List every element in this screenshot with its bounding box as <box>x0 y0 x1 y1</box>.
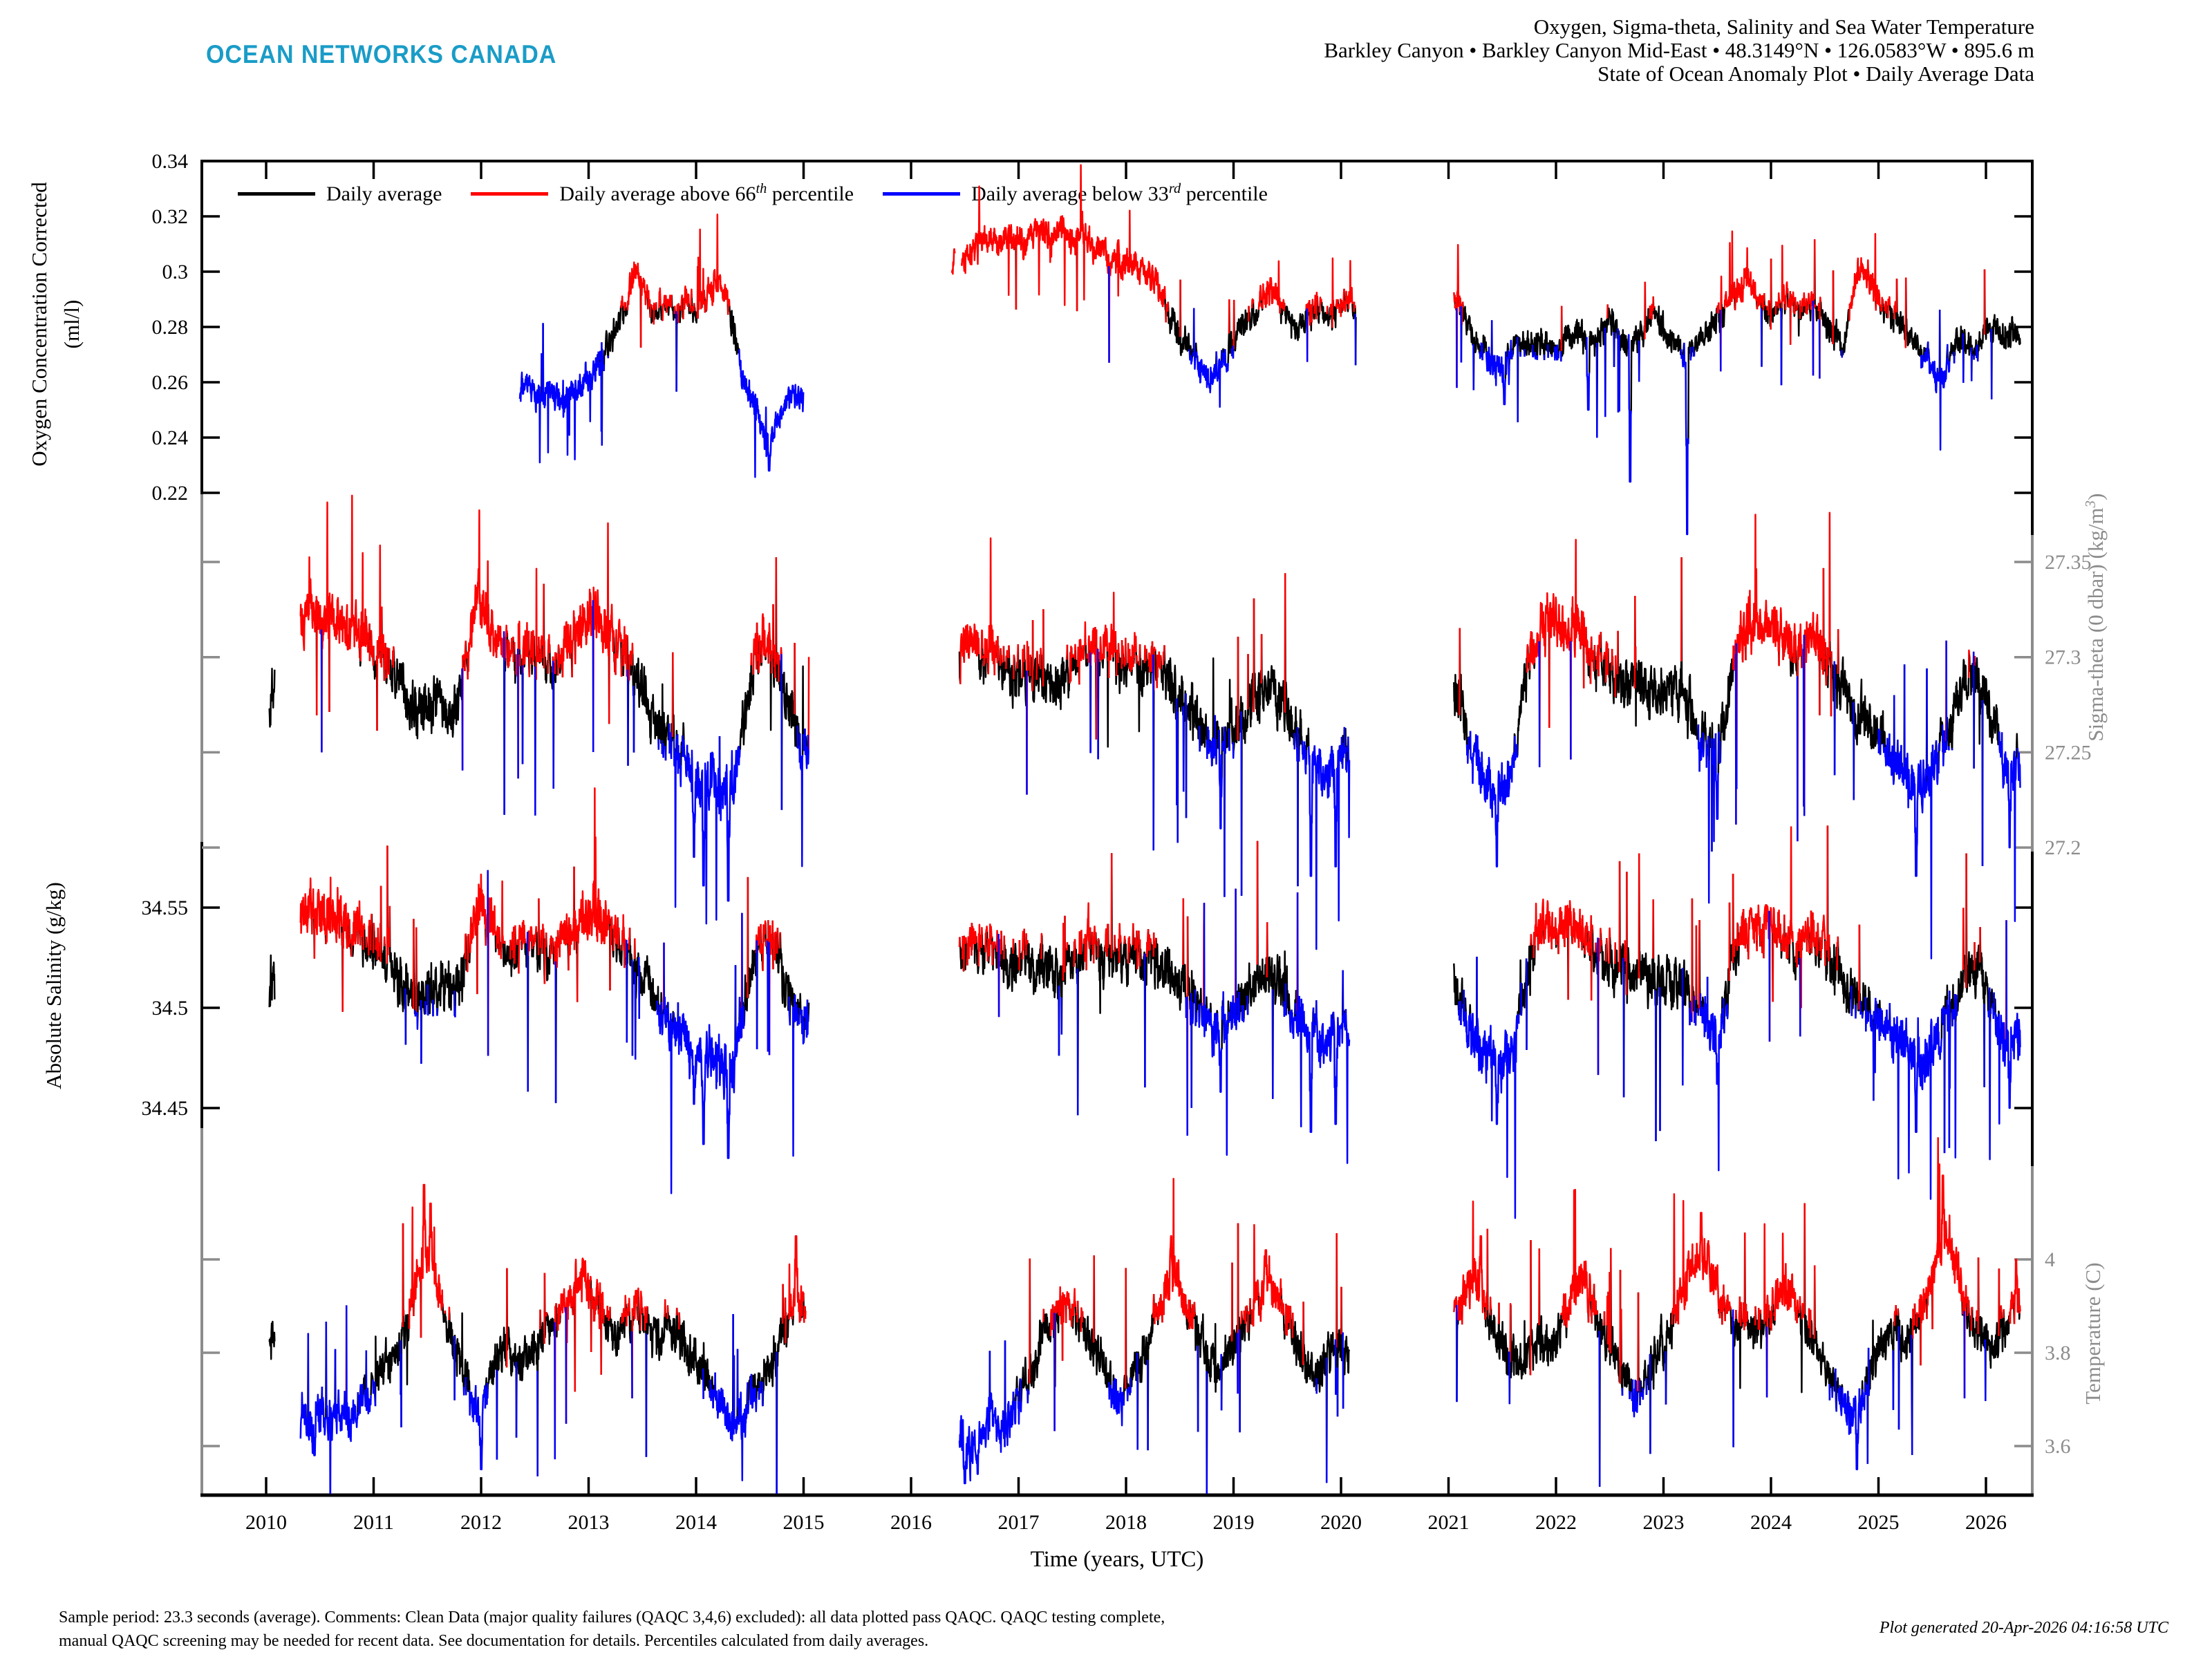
series-temperature-red <box>345 1137 2021 1460</box>
ocean-networks-canada-logo: OCEAN NETWORKS CANADA <box>206 40 557 68</box>
legend-line-red <box>471 191 549 196</box>
y-tick-label-temperature: 3.6 <box>2045 1435 2071 1458</box>
sigma-theta-axis-label: Sigma-theta (0 dbar) (kg/m3) <box>2081 493 2108 742</box>
y-tick-label-oxygen: 0.3 <box>162 261 189 283</box>
x-tick-label: 2020 <box>1320 1511 1362 1534</box>
y-tick-label-salinity: 34.55 <box>142 897 189 919</box>
legend-item-below-33rd: Daily average below 33rd percentile <box>883 181 1268 206</box>
footer-line-2: manual QAQC screening may be needed for … <box>59 1632 929 1650</box>
series-oxygen-blue <box>518 265 1993 536</box>
legend-label-daily-average: Daily average <box>326 182 442 205</box>
oxygen-axis-unit-label: (ml/l) <box>59 299 84 349</box>
legend-item-daily-average: Daily average <box>238 181 442 206</box>
x-tick-label: 2011 <box>353 1511 394 1534</box>
y-tick-label-sigma: 27.3 <box>2045 646 2081 669</box>
x-tick-label: 2022 <box>1535 1511 1577 1534</box>
y-tick-label-oxygen: 0.34 <box>152 150 189 173</box>
legend-line-blue <box>883 191 961 196</box>
y-tick-label-oxygen: 0.32 <box>152 205 189 228</box>
x-tick-label: 2024 <box>1750 1511 1792 1534</box>
y-tick-label-salinity: 34.5 <box>152 997 189 1020</box>
title-line-3: State of Ocean Anomaly Plot • Daily Aver… <box>1597 62 2034 86</box>
y-tick-label-sigma: 27.35 <box>2045 551 2092 574</box>
x-tick-label: 2017 <box>998 1511 1040 1534</box>
x-tick-label: 2010 <box>245 1511 287 1534</box>
x-tick-label: 2013 <box>568 1511 610 1534</box>
legend: Daily average Daily average above 66th p… <box>238 181 1297 206</box>
y-tick-label-oxygen: 0.28 <box>152 316 189 339</box>
x-tick-label: 2023 <box>1643 1511 1685 1534</box>
plot-title: Oxygen, Sigma-theta, Salinity and Sea Wa… <box>1324 15 2034 86</box>
y-tick-label-sigma: 27.25 <box>2045 741 2092 764</box>
legend-line-black <box>238 191 315 196</box>
x-tick-label: 2025 <box>1858 1511 1900 1534</box>
x-tick-label: 2018 <box>1105 1511 1147 1534</box>
x-tick-label: 2019 <box>1213 1511 1255 1534</box>
y-tick-label-oxygen: 0.22 <box>152 482 189 505</box>
x-tick-label: 2026 <box>1965 1511 2007 1534</box>
series-temperature-blue <box>299 1304 1987 1494</box>
x-tick-label: 2014 <box>675 1511 717 1534</box>
series-group <box>268 164 2021 1494</box>
legend-label-above-66th: Daily average above 66th percentile <box>559 181 854 205</box>
series-temperature-black <box>268 1203 2021 1494</box>
salinity-axis-label: Absolute Salinity (g/kg) <box>41 882 66 1089</box>
legend-label-below-33rd: Daily average below 33rd percentile <box>971 181 1268 205</box>
x-tick-label: 2016 <box>890 1511 932 1534</box>
y-tick-label-temperature: 3.8 <box>2045 1342 2071 1364</box>
y-tick-label-salinity: 34.45 <box>142 1097 189 1120</box>
x-axis-label: Time (years, UTC) <box>1030 1547 1204 1572</box>
plot-generated-timestamp: Plot generated 20-Apr-2026 04:16:58 UTC <box>1879 1619 2168 1637</box>
footer-line-1: Sample period: 23.3 seconds (average). C… <box>59 1608 1165 1626</box>
legend-item-above-66th: Daily average above 66th percentile <box>471 181 854 206</box>
series-salinity-black <box>268 825 2018 1154</box>
series-oxygen-red <box>620 164 1986 388</box>
y-tick-label-oxygen: 0.26 <box>152 371 189 394</box>
x-tick-label: 2015 <box>783 1511 825 1534</box>
y-tick-label-temperature: 4 <box>2045 1248 2055 1271</box>
y-tick-label-oxygen: 0.24 <box>152 426 189 449</box>
series-oxygen-black <box>540 234 2021 446</box>
title-line-1: Oxygen, Sigma-theta, Salinity and Sea Wa… <box>1533 15 2034 39</box>
series-sigma-blue <box>320 600 2021 959</box>
oxygen-axis-label: Oxygen Concentration Corrected <box>27 182 51 467</box>
series-salinity-blue <box>404 870 2021 1219</box>
temperature-axis-label: Temperature (C) <box>2081 1262 2105 1405</box>
x-tick-label: 2021 <box>1428 1511 1470 1534</box>
y-tick-label-sigma: 27.2 <box>2045 836 2081 859</box>
x-tick-label: 2012 <box>460 1511 502 1534</box>
title-line-2: Barkley Canyon • Barkley Canyon Mid-East… <box>1324 38 2034 62</box>
series-salinity-red <box>299 787 2007 1136</box>
